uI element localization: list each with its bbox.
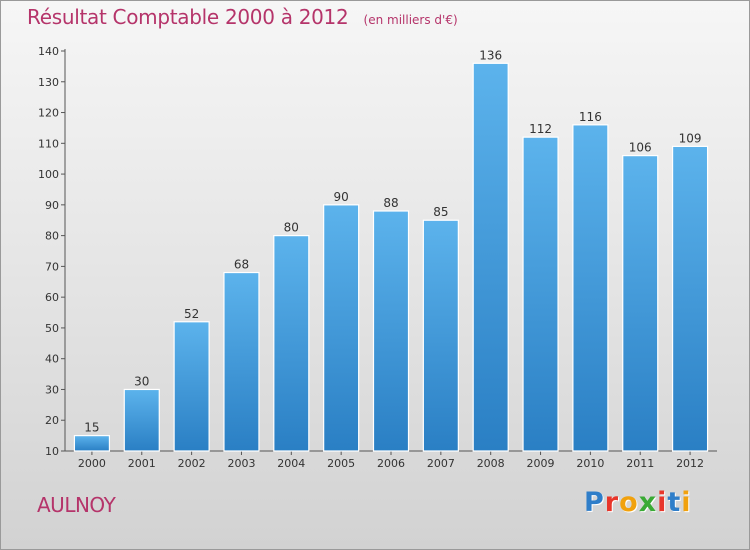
x-tick-label-2002: 2002 — [178, 457, 206, 470]
x-tick-label-2005: 2005 — [327, 457, 355, 470]
y-tick-label: 30 — [45, 383, 59, 396]
city-name: AULNOY — [37, 493, 116, 517]
x-tick-label-2012: 2012 — [676, 457, 704, 470]
value-label-2002: 52 — [184, 307, 199, 321]
logo-letter: x — [638, 487, 658, 518]
bar-2003 — [223, 271, 260, 452]
labels: 15 2000 30 2001 52 2002 68 2003 80 2004 90 2005 88 20… — [78, 48, 704, 470]
bar-2012 — [671, 145, 709, 452]
y-tick-label: 130 — [38, 76, 59, 89]
y-tick-label: 20 — [45, 414, 59, 427]
logo-letter: t — [667, 487, 682, 518]
y-tick-label: 110 — [38, 137, 59, 150]
x-tick-label-2009: 2009 — [527, 457, 555, 470]
logo-letter: r — [604, 487, 620, 518]
x-tick-label-2010: 2010 — [576, 457, 604, 470]
bars — [73, 62, 709, 452]
chart-title-row: Résultat Comptable 2000 à 2012 (en milli… — [27, 5, 458, 29]
bar-2009 — [522, 136, 559, 452]
bar-2008 — [472, 62, 509, 452]
value-label-2004: 80 — [284, 221, 299, 235]
bar-2001 — [123, 388, 160, 452]
y-tick-label: 70 — [45, 260, 59, 273]
y-tick-label: 80 — [45, 230, 59, 243]
logo-letter: i — [657, 487, 668, 518]
x-tick-label-2011: 2011 — [626, 457, 654, 470]
y-tick-label: 140 — [38, 45, 59, 58]
x-tick-label-2000: 2000 — [78, 457, 106, 470]
value-label-2001: 30 — [134, 374, 149, 388]
value-label-2006: 88 — [383, 196, 398, 210]
y-tick-label: 120 — [38, 107, 59, 120]
axes: 10 20 30 40 50 60 70 80 90 100 110 120 130 140 — [38, 45, 717, 458]
x-tick-label-2008: 2008 — [477, 457, 505, 470]
x-tick-label-2001: 2001 — [128, 457, 156, 470]
logo-letter: o — [619, 487, 639, 518]
logo-letter: P — [584, 487, 605, 518]
value-label-2009: 112 — [529, 122, 552, 136]
x-tick-label-2004: 2004 — [277, 457, 305, 470]
y-tick-label: 10 — [45, 445, 59, 458]
y-tick-label: 90 — [45, 199, 59, 212]
value-label-2008: 136 — [479, 48, 502, 62]
x-tick-label-2006: 2006 — [377, 457, 405, 470]
chart-title: Résultat Comptable 2000 à 2012 — [27, 5, 349, 29]
logo-letter: i — [681, 487, 692, 518]
value-label-2000: 15 — [84, 421, 99, 435]
y-tick-label: 40 — [45, 353, 59, 366]
bar-2005 — [323, 204, 360, 452]
y-tick-label: 100 — [38, 168, 59, 181]
value-label-2005: 90 — [334, 190, 349, 204]
x-tick-label-2007: 2007 — [427, 457, 455, 470]
bar-2000 — [73, 435, 111, 452]
bar-2004 — [273, 235, 310, 452]
proxiti-logo: Proxiti — [584, 487, 692, 518]
bar-2006 — [372, 210, 410, 452]
bar-2002 — [173, 321, 210, 452]
value-label-2011: 106 — [629, 141, 652, 155]
y-tick-label: 60 — [45, 291, 59, 304]
value-label-2007: 85 — [433, 205, 448, 219]
value-label-2010: 116 — [579, 110, 602, 124]
value-label-2012: 109 — [679, 131, 702, 145]
bar-2011 — [622, 155, 659, 452]
bar-2010 — [572, 124, 609, 452]
x-tick-label-2003: 2003 — [227, 457, 255, 470]
chart-unit: (en milliers d'€) — [363, 13, 458, 27]
bar-2007 — [422, 219, 459, 452]
value-label-2003: 68 — [234, 258, 249, 272]
y-tick-label: 50 — [45, 322, 59, 335]
